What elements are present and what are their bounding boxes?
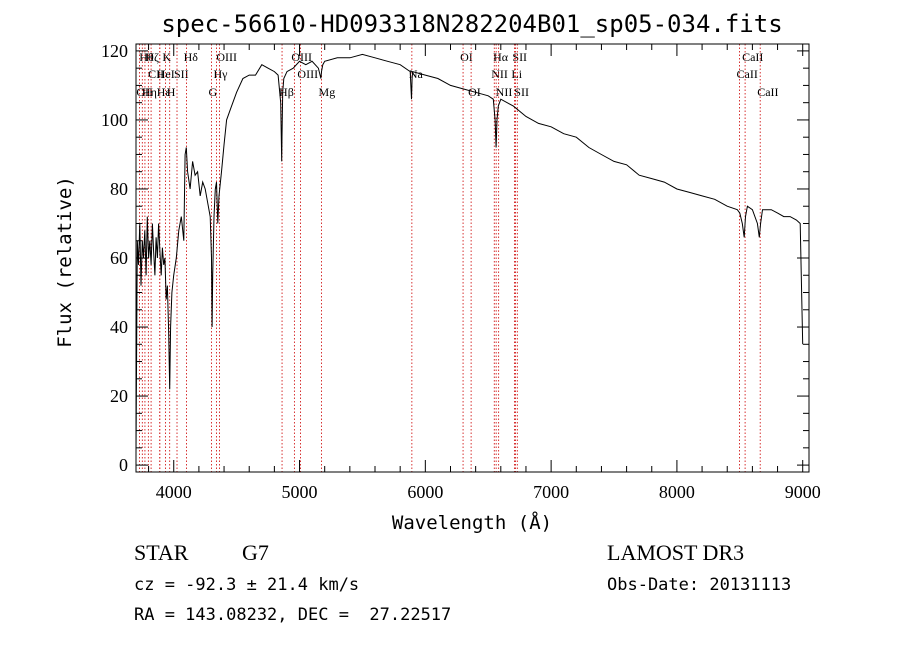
line-marker-label: OII	[136, 85, 153, 99]
y-axis-label: Flux (relative)	[54, 176, 76, 348]
line-marker-label: Li	[511, 67, 522, 81]
line-marker-label: OIII	[216, 50, 237, 64]
line-marker-label: K	[162, 50, 171, 64]
y-tick-label: 80	[110, 179, 128, 199]
line-marker-label: Hθ	[139, 50, 154, 64]
spectral-line-markers: OIIHθHηHζCIIHεHeIKHSIIHδGHγOIIIHβOIIIOII…	[136, 44, 779, 472]
y-axis-ticks: 0 20 40 60 80 100 120	[101, 41, 809, 475]
x-tick-label: 9000	[785, 482, 821, 502]
line-marker-label: NII	[491, 67, 508, 81]
obs-date: Obs-Date: 20131113	[607, 575, 791, 595]
x-tick-label: 4000	[156, 482, 192, 502]
line-marker-label: OI	[460, 50, 473, 64]
survey-name: LAMOST DR3	[607, 540, 744, 565]
redshift-readout: cz = -92.3 ± 21.4 km/s	[134, 575, 359, 595]
plot-frame	[135, 43, 810, 473]
x-axis-ticks: 4000 5000 6000 7000 8000 9000	[148, 44, 821, 502]
line-marker-label: Hβ	[279, 85, 294, 99]
line-marker-label: Hε	[157, 85, 171, 99]
coordinates: RA = 143.08232, DEC = 27.22517	[134, 605, 451, 625]
line-marker-label: SII	[512, 50, 527, 64]
line-marker-label: H	[167, 85, 176, 99]
line-marker-label: OIII	[297, 67, 318, 81]
line-marker-label: Hζ	[145, 50, 159, 64]
x-axis-label: Wavelength (Å)	[392, 511, 552, 534]
line-marker-label: HeI	[157, 67, 175, 81]
line-marker-label: CaII	[757, 85, 778, 99]
line-marker-label: Hη	[142, 85, 157, 99]
line-marker-label: CII	[148, 67, 164, 81]
line-marker-label: CaII	[737, 67, 758, 81]
x-tick-label: 6000	[407, 482, 443, 502]
y-tick-label: 40	[110, 317, 128, 337]
line-marker-label: NII	[496, 85, 513, 99]
object-subclass: G7	[242, 540, 269, 565]
line-marker-label: OIII	[291, 50, 312, 64]
x-tick-label: 7000	[533, 482, 569, 502]
line-marker-label: SII	[514, 85, 529, 99]
x-tick-label: 5000	[282, 482, 318, 502]
y-tick-label: 20	[110, 386, 128, 406]
y-tick-label: 120	[101, 41, 128, 61]
line-marker-label: SII	[174, 67, 189, 81]
line-marker-label: Hδ	[184, 50, 199, 64]
line-marker-label: G	[208, 85, 217, 99]
y-tick-label: 100	[101, 110, 128, 130]
object-class: STAR	[134, 540, 189, 565]
x-tick-label: 8000	[659, 482, 695, 502]
line-marker-label: Mg	[319, 85, 336, 99]
line-marker-label: Hα	[493, 50, 509, 64]
y-tick-label: 0	[119, 455, 128, 475]
line-marker-label: CaII	[742, 50, 763, 64]
spectrum-series-line	[135, 53, 804, 455]
chart-title: spec-56610-HD093318N282204B01_sp05-034.f…	[161, 10, 782, 38]
line-marker-label: Hγ	[214, 67, 229, 81]
y-tick-label: 60	[110, 248, 128, 268]
